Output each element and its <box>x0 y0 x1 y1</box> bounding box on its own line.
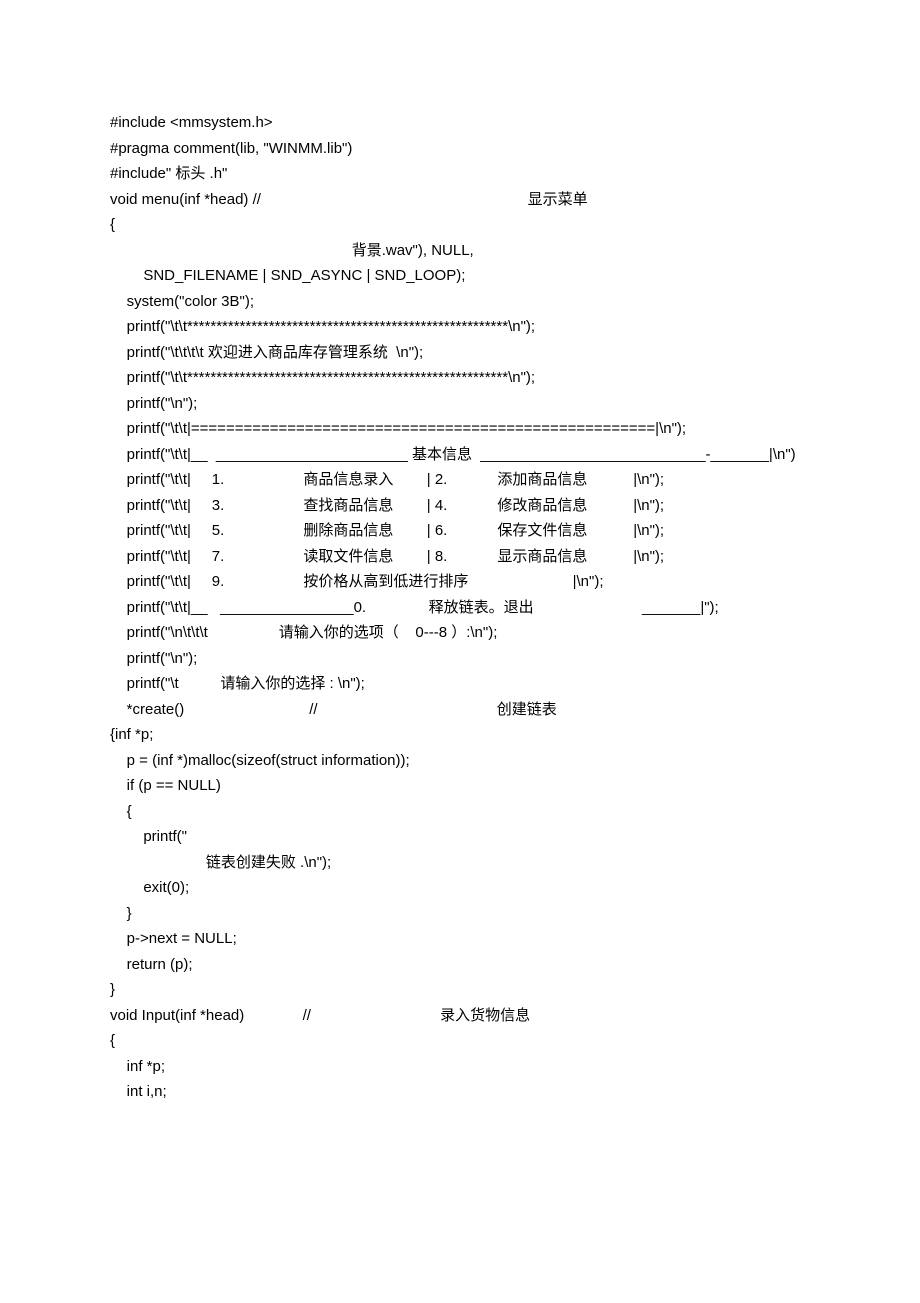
code-line: inf *p; <box>110 1054 810 1080</box>
code-line: if (p == NULL) <box>110 773 810 799</box>
code-line: p = (inf *)malloc(sizeof(struct informat… <box>110 748 810 774</box>
code-line: printf("\t\t|===========================… <box>110 416 810 442</box>
code-line: printf("\t\t****************************… <box>110 365 810 391</box>
code-line: { <box>110 1028 810 1054</box>
code-line: *create() // 创建链表 <box>110 697 810 723</box>
code-line: printf("\n"); <box>110 391 810 417</box>
code-line: #include" 标头 .h" <box>110 161 810 187</box>
code-line: } <box>110 977 810 1003</box>
code-line: #pragma comment(lib, "WINMM.lib") <box>110 136 810 162</box>
code-line: printf("\n\t\t\t 请输入你的选项（ 0---8 ）:\n"); <box>110 620 810 646</box>
code-line: printf("\t\t| 5. 删除商品信息 | 6. 保存文件信息 |\n"… <box>110 518 810 544</box>
code-line: printf("\t\t|__ ________________0. 释放链表。… <box>110 595 810 621</box>
code-line: printf(" <box>110 824 810 850</box>
code-line: return (p); <box>110 952 810 978</box>
code-line: void menu(inf *head) // 显示菜单 <box>110 187 810 213</box>
code-line: } <box>110 901 810 927</box>
code-line: void Input(inf *head) // 录入货物信息 <box>110 1003 810 1029</box>
code-line: #include <mmsystem.h> <box>110 110 810 136</box>
code-line: 背景.wav"), NULL, <box>110 238 810 264</box>
code-line: printf("\t\t|__ _______________________ … <box>110 442 810 468</box>
code-line: {inf *p; <box>110 722 810 748</box>
code-line: SND_FILENAME | SND_ASYNC | SND_LOOP); <box>110 263 810 289</box>
code-line: printf("\t\t\t\t 欢迎进入商品库存管理系统 \n"); <box>110 340 810 366</box>
code-line: 链表创建失败 .\n"); <box>110 850 810 876</box>
code-line: printf("\t\t| 9. 按价格从高到低进行排序 |\n"); <box>110 569 810 595</box>
code-line: printf("\t\t****************************… <box>110 314 810 340</box>
code-line: printf("\t\t| 3. 查找商品信息 | 4. 修改商品信息 |\n"… <box>110 493 810 519</box>
code-line: { <box>110 212 810 238</box>
code-document: #include <mmsystem.h> #pragma comment(li… <box>0 0 920 1165</box>
code-line: system("color 3B"); <box>110 289 810 315</box>
code-line: exit(0); <box>110 875 810 901</box>
code-line: int i,n; <box>110 1079 810 1105</box>
code-line: { <box>110 799 810 825</box>
code-line: printf("\t\t| 7. 读取文件信息 | 8. 显示商品信息 |\n"… <box>110 544 810 570</box>
code-line: p->next = NULL; <box>110 926 810 952</box>
code-line: printf("\n"); <box>110 646 810 672</box>
code-line: printf("\t\t| 1. 商品信息录入 | 2. 添加商品信息 |\n"… <box>110 467 810 493</box>
code-line: printf("\t 请输入你的选择 : \n"); <box>110 671 810 697</box>
